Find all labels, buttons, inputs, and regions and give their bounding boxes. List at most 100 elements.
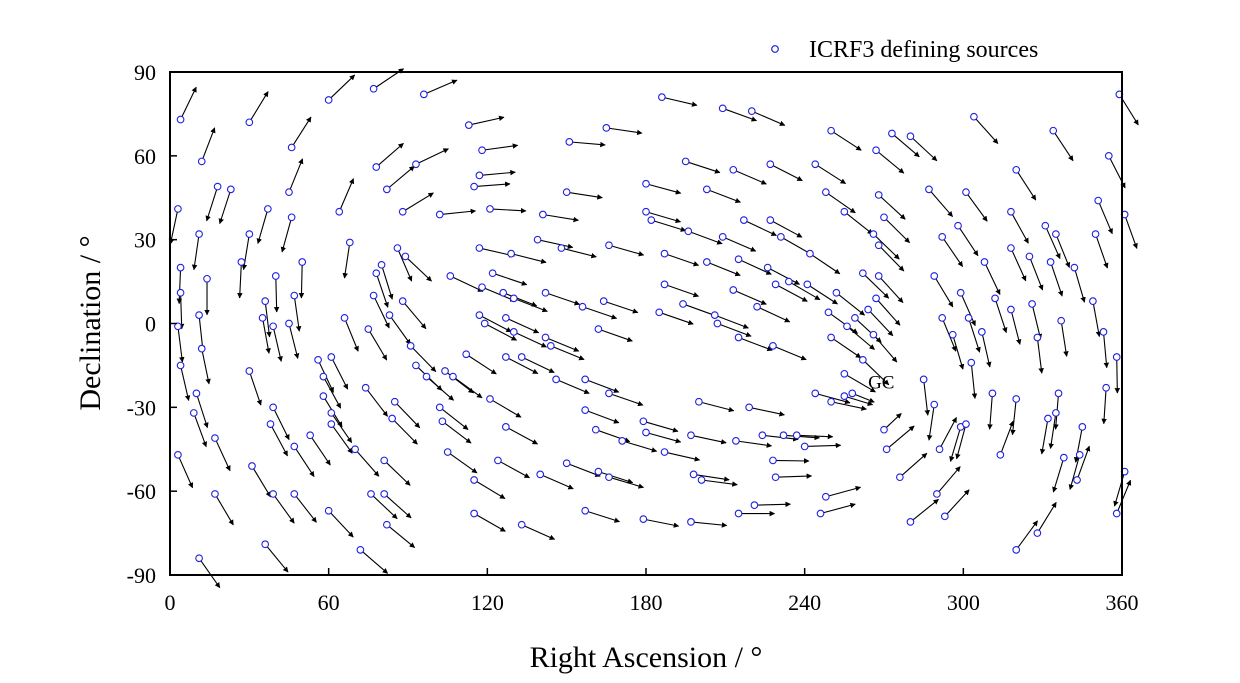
motion-arrow <box>505 356 539 375</box>
source-point <box>639 515 648 523</box>
motion-arrow <box>513 297 548 313</box>
source-point <box>832 288 841 297</box>
source-point <box>769 342 777 350</box>
source-point <box>874 241 883 250</box>
source-point <box>681 157 690 166</box>
motion-arrow <box>836 292 865 316</box>
motion-arrow <box>973 116 999 144</box>
motion-arrow <box>502 292 538 307</box>
motion-arrow <box>545 336 580 352</box>
motion-arrow <box>622 440 658 453</box>
source-point <box>602 124 611 132</box>
source-point <box>784 277 793 286</box>
motion-arrow <box>754 501 791 508</box>
source-point <box>369 84 378 93</box>
motion-arrow <box>878 275 904 303</box>
source-point <box>287 213 296 222</box>
source-point <box>766 160 775 169</box>
y-axis-ticks: -90 -60 -30 0 30 60 90 <box>127 60 177 588</box>
source-point <box>925 185 933 194</box>
motion-arrow <box>651 219 687 232</box>
motion-arrow <box>328 510 354 538</box>
source-point <box>919 375 928 384</box>
source-point <box>713 319 722 328</box>
source-point <box>827 126 835 135</box>
motion-arrow <box>439 406 469 430</box>
source-point <box>660 249 669 258</box>
motion-arrow <box>843 211 873 235</box>
source-point <box>462 350 471 359</box>
motion-arrow <box>875 297 901 326</box>
motion-arrow <box>402 192 434 213</box>
source-point <box>1075 450 1084 459</box>
motion-arrow <box>1060 320 1069 357</box>
source-point <box>935 445 944 454</box>
source-point <box>747 107 756 115</box>
source-point <box>948 330 957 339</box>
motion-arrow <box>1050 261 1064 297</box>
source-point <box>821 492 830 501</box>
source-point <box>435 403 444 412</box>
source-point <box>533 235 542 244</box>
x-axis-title: Right Ascension / ° <box>530 641 763 674</box>
source-point <box>1112 353 1121 361</box>
motion-arrow <box>540 473 574 490</box>
motion-arrow <box>415 148 449 165</box>
motion-arrow <box>280 217 293 253</box>
source-point <box>390 397 399 406</box>
motion-arrow <box>788 281 821 301</box>
source-point <box>840 369 849 378</box>
motion-arrow <box>1095 233 1109 269</box>
source-point <box>1104 151 1113 160</box>
source-point <box>578 302 587 311</box>
motion-arrow <box>814 163 847 185</box>
motion-arrow <box>910 135 938 162</box>
source-point <box>880 425 888 434</box>
source-point <box>406 342 415 350</box>
motion-arrow <box>367 328 388 361</box>
y-tick-label: 30 <box>134 228 156 253</box>
motion-arrow <box>1036 501 1057 534</box>
source-point <box>1054 389 1063 398</box>
motion-arrow <box>661 96 698 107</box>
motion-arrow <box>783 434 820 441</box>
source-point <box>967 358 976 367</box>
source-point <box>237 258 246 266</box>
source-point <box>245 118 254 127</box>
motion-arrow <box>1101 387 1107 425</box>
source-point <box>195 311 203 319</box>
source-point <box>176 115 185 124</box>
source-point <box>562 188 571 197</box>
motion-arrow <box>1048 412 1057 450</box>
motion-vectors <box>168 68 1139 589</box>
motion-arrow <box>664 283 700 298</box>
motion-arrow <box>473 479 506 500</box>
motion-arrow <box>1052 130 1074 162</box>
legend: ICRF3 defining sources <box>771 37 1038 63</box>
motion-arrow <box>664 253 700 267</box>
motion-arrow <box>1116 479 1132 514</box>
motion-arrow <box>698 401 735 413</box>
source-point <box>541 333 550 342</box>
motion-arrow <box>450 275 484 292</box>
motion-arrow <box>584 378 620 393</box>
source-point <box>369 291 378 300</box>
motion-arrow <box>738 258 772 275</box>
source-point <box>306 431 315 440</box>
source-point <box>1099 328 1108 336</box>
source-point <box>269 322 277 331</box>
plot-background <box>170 72 1122 575</box>
source-point <box>298 258 307 266</box>
source-point <box>488 269 497 278</box>
motion-arrow <box>1039 418 1049 455</box>
motion-arrow <box>883 413 902 431</box>
source-point <box>655 308 664 317</box>
source-point <box>1094 196 1103 205</box>
motion-arrow <box>598 328 633 342</box>
y-tick-label: 0 <box>145 312 156 337</box>
x-axis-ticks: 0 60 120 180 240 300 360 <box>165 568 1139 615</box>
source-point <box>938 233 947 241</box>
source-point <box>345 238 354 247</box>
source-point <box>290 442 299 451</box>
